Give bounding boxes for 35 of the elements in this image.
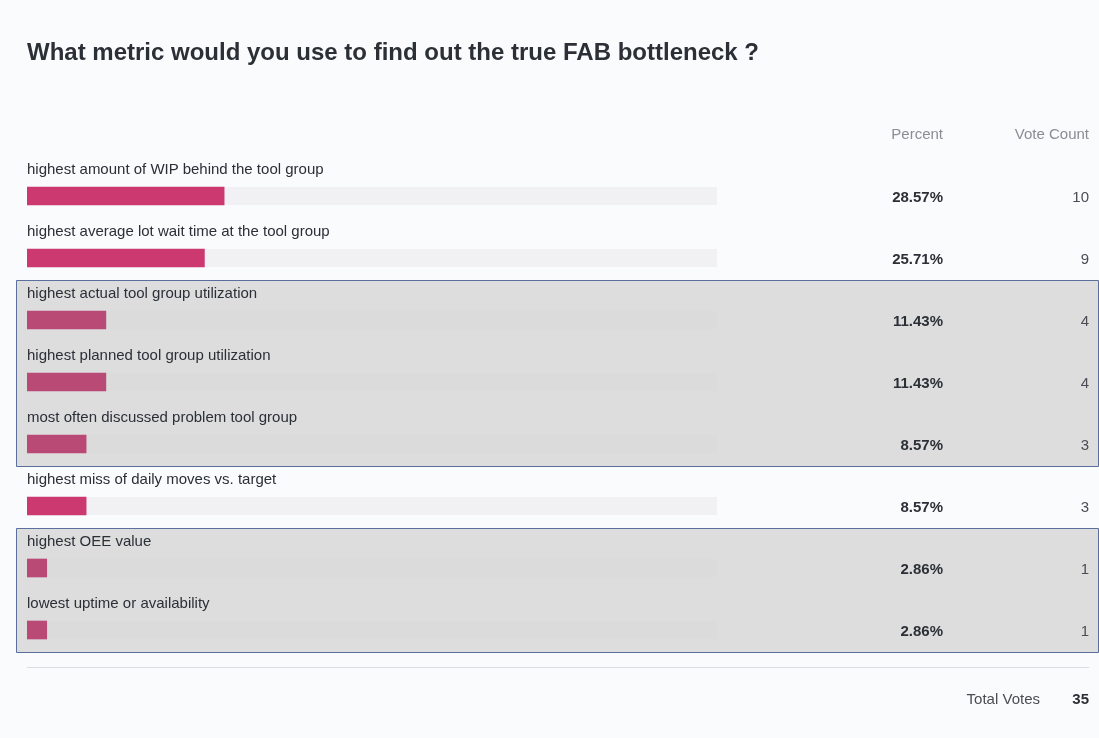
data-label: 11.43%	[892, 312, 943, 330]
y-tick-label: highest planned tool group utilization	[27, 346, 271, 364]
text: Total Votes	[966, 690, 1040, 708]
text: 3	[1080, 436, 1089, 454]
text: Vote Count	[1014, 125, 1090, 143]
text: 1	[1080, 560, 1089, 578]
y-tick-label: highest actual tool group utilization	[27, 284, 258, 302]
data-label: 8.57%	[900, 498, 943, 516]
bar	[27, 558, 48, 578]
bar	[27, 372, 107, 392]
text: 10	[1072, 188, 1089, 206]
text: 1	[1080, 622, 1089, 640]
text: 35	[1072, 690, 1089, 708]
y-tick-label: highest average lot wait time at the tool group	[27, 222, 330, 240]
text: 4	[1080, 374, 1089, 392]
chart-title: What metric would you use to find out the true FAB bottleneck ?	[27, 38, 760, 66]
y-tick-label: highest OEE value	[27, 532, 152, 550]
data-label: 8.57%	[900, 436, 943, 454]
y-tick-label: highest miss of daily moves vs. target	[27, 470, 278, 488]
text: 9	[1080, 250, 1089, 268]
text: 4	[1080, 312, 1089, 330]
bar	[27, 310, 107, 330]
data-label: 25.71%	[892, 250, 943, 268]
data-label: 2.86%	[900, 560, 943, 578]
bar	[27, 434, 87, 454]
text: 3	[1080, 498, 1089, 516]
data-label: 11.43%	[892, 374, 943, 392]
data-label: 2.86%	[900, 622, 943, 640]
bar	[27, 620, 48, 640]
bar	[27, 496, 87, 516]
data-label: 28.57%	[892, 188, 943, 206]
y-tick-label: highest amount of WIP behind the tool group	[27, 160, 324, 178]
text: Percent	[891, 125, 944, 143]
y-tick-label: lowest uptime or availability	[27, 594, 211, 612]
y-tick-label: most often discussed problem tool group	[27, 408, 298, 426]
